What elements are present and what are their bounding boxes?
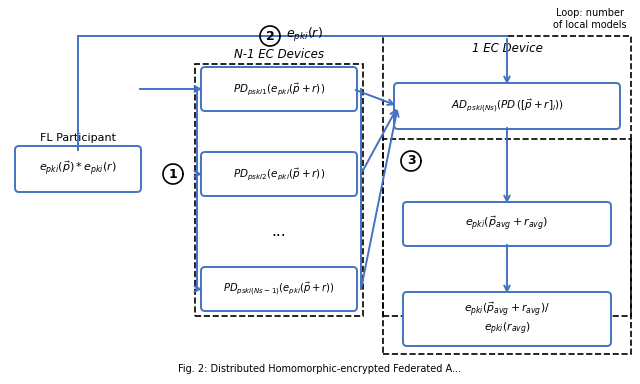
Text: $AD_{pski(Ns)}(PD\,([ \vec{p}+r]_i))$: $AD_{pski(Ns)}(PD\,([ \vec{p}+r]_i))$ — [451, 98, 563, 114]
Text: $e_{pki}(r)$: $e_{pki}(r)$ — [286, 26, 323, 44]
Bar — [383, 139, 631, 354]
FancyBboxPatch shape — [403, 202, 611, 246]
FancyBboxPatch shape — [201, 152, 357, 196]
Text: $PD_{pski(Ns-1)}(e_{pki}(\vec{p}+r))$: $PD_{pski(Ns-1)}(e_{pki}(\vec{p}+r))$ — [223, 281, 335, 298]
Bar — [195, 64, 363, 316]
FancyBboxPatch shape — [201, 267, 357, 311]
Text: $e_{pki}(\vec{p}_{avg}+r_{avg})$: $e_{pki}(\vec{p}_{avg}+r_{avg})$ — [465, 215, 548, 233]
FancyBboxPatch shape — [394, 83, 620, 129]
Text: N-1 EC Devices: N-1 EC Devices — [234, 48, 324, 61]
Text: $e_{pki}(\vec{p}_{avg}+r_{avg})/$
$e_{pki}(r_{avg})$: $e_{pki}(\vec{p}_{avg}+r_{avg})/$ $e_{pk… — [464, 301, 550, 337]
Text: Loop: number
of local models: Loop: number of local models — [554, 8, 627, 30]
Text: 1: 1 — [168, 167, 177, 180]
FancyBboxPatch shape — [15, 146, 141, 192]
Text: $PD_{pski2}(e_{pki}(\vec{p}+r))$: $PD_{pski2}(e_{pki}(\vec{p}+r))$ — [233, 166, 325, 182]
Text: 2: 2 — [266, 30, 275, 43]
Text: 3: 3 — [406, 154, 415, 167]
FancyBboxPatch shape — [403, 292, 611, 346]
Text: $e_{pki}(\vec{p}) * e_{pki}(r)$: $e_{pki}(\vec{p}) * e_{pki}(r)$ — [39, 160, 116, 178]
Text: Fig. 2: Distributed Homomorphic-encrypted Federated A...: Fig. 2: Distributed Homomorphic-encrypte… — [179, 364, 461, 374]
Text: 1 EC Device: 1 EC Device — [472, 41, 543, 55]
Text: FL Participant: FL Participant — [40, 133, 116, 143]
Bar — [383, 36, 631, 316]
Text: ...: ... — [272, 224, 286, 239]
FancyBboxPatch shape — [201, 67, 357, 111]
Text: $PD_{pski1}(e_{pki}(\vec{p}+r))$: $PD_{pski1}(e_{pki}(\vec{p}+r))$ — [233, 81, 325, 97]
